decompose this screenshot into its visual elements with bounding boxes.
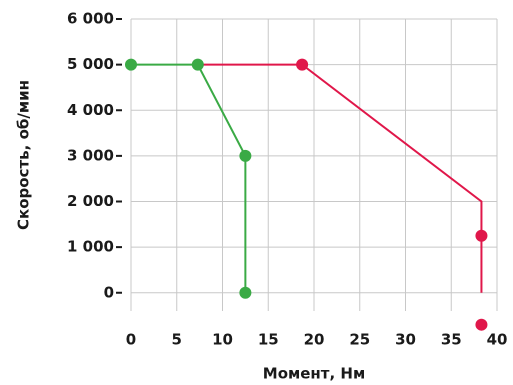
data-point [239, 149, 252, 162]
data-point [475, 229, 488, 242]
y-tick-label: 1 000 [67, 238, 114, 256]
y-tick-label: 2 000 [67, 192, 114, 210]
y-tick-label: 4 000 [67, 101, 114, 119]
data-point [475, 318, 488, 331]
data-point [125, 58, 137, 71]
x-tick-label: 40 [487, 331, 508, 349]
series-line [197, 63, 483, 293]
x-tick-label: 0 [126, 331, 136, 349]
data-point [239, 286, 252, 299]
x-tick-label: 5 [172, 331, 182, 349]
series-line [131, 63, 247, 293]
y-tick-label: 0 [104, 283, 114, 301]
y-tick-label: 6 000 [67, 10, 114, 28]
x-tick-label: 15 [258, 331, 279, 349]
x-tick-label: 30 [395, 331, 416, 349]
y-tick-label: 5 000 [67, 55, 114, 73]
data-point [296, 58, 309, 71]
x-tick-label: 10 [212, 331, 233, 349]
data-point [191, 58, 204, 71]
x-tick-label: 35 [441, 331, 462, 349]
x-tick-label: 20 [304, 331, 325, 349]
y-axis-title: Скорость, об/мин [15, 80, 33, 230]
x-axis-title: Момент, Нм [263, 365, 365, 383]
x-tick-label: 25 [349, 331, 370, 349]
y-tick-label: 3 000 [67, 146, 114, 164]
